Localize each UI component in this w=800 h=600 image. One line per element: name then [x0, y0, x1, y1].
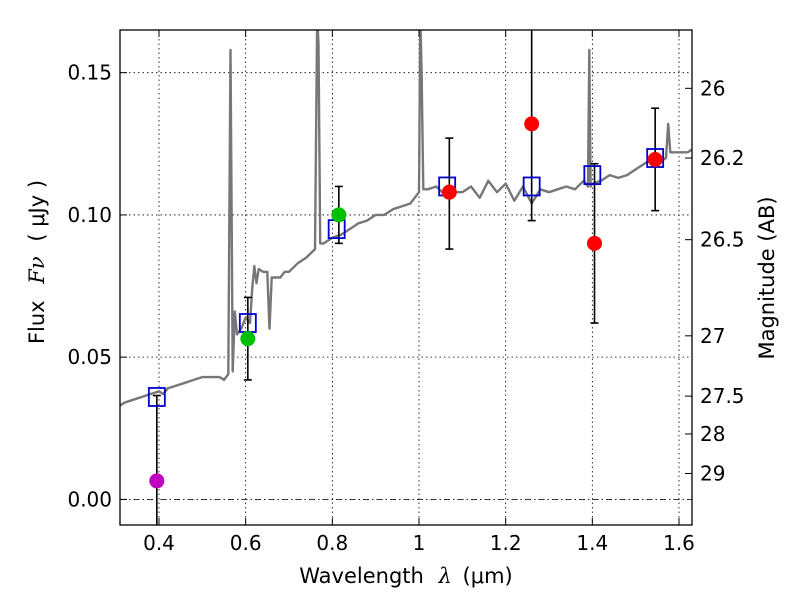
observed-point	[441, 184, 457, 200]
model-square	[147, 387, 166, 407]
observed-point	[524, 116, 540, 132]
mag-tick-label: 26.5	[700, 228, 745, 252]
spectrum-line	[120, 30, 692, 407]
x-tick-label: 1.2	[490, 531, 522, 555]
mag-tick-label: 26.2	[700, 146, 745, 170]
x-tick-label: 1.6	[663, 531, 695, 555]
x-tick-label: 0.4	[143, 531, 175, 555]
mag-tick-label: 27	[700, 324, 725, 348]
mag-tick-label: 26	[700, 76, 725, 100]
mag-tick-label: 27.5	[700, 384, 745, 408]
x-axis-title-unit: (μm)	[463, 564, 513, 588]
observed-point	[240, 331, 256, 347]
observed-point	[331, 207, 347, 223]
observed-point	[587, 235, 602, 251]
mag-tick-label: 28	[700, 422, 725, 446]
y-axis-title: Flux Fν ( μJy )	[25, 180, 49, 344]
x-axis-title-symbol: λ	[438, 564, 452, 588]
y-tick-label: 0.00	[67, 487, 112, 511]
y-axis-title-symbol: Fν	[25, 256, 49, 285]
y2-axis-title: Magnitude (AB)	[755, 196, 779, 359]
x-tick-label: 0.6	[230, 531, 262, 555]
plot-frame	[119, 29, 693, 526]
ticks-layer: 0.4 0.6 0.8 1 1.2 1.4 1.6 0.00 0.05 0.10 0.15 26 26.…	[67, 30, 745, 555]
x-tick-label: 1.4	[576, 531, 608, 555]
x-axis-title-prefix: Wavelength	[299, 564, 424, 588]
points-layer	[147, 30, 665, 525]
model-square	[646, 148, 665, 168]
y-tick-label: 0.15	[67, 61, 112, 85]
mag-tick-label: 29	[700, 462, 725, 486]
grid-layer	[120, 30, 692, 525]
x-tick-label: 1	[413, 531, 426, 555]
x-tick-label: 0.8	[316, 531, 348, 555]
y-tick-label: 0.05	[67, 345, 112, 369]
x-axis-title: Wavelength λ (μm)	[299, 564, 512, 588]
y-axis-title-prefix: Flux	[25, 300, 49, 344]
model-square	[583, 165, 602, 185]
spectrum-layer	[120, 30, 692, 407]
y-axis-title-unit: ( μJy )	[25, 180, 49, 242]
model-square	[522, 176, 541, 197]
y-tick-label: 0.10	[67, 203, 112, 227]
observed-point	[149, 473, 165, 489]
observed-point	[647, 151, 663, 167]
